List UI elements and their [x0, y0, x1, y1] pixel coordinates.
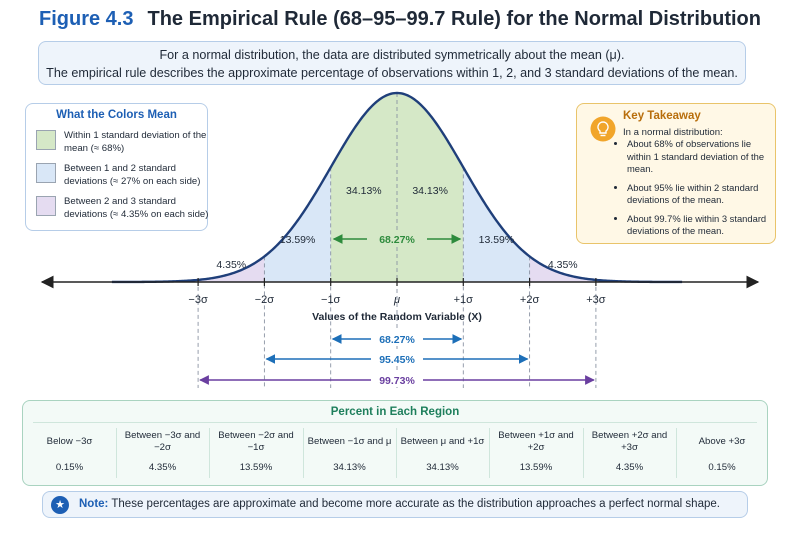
region-col-minus-2-to-minus-1: Between −2σ and −1σ 13.59%	[209, 424, 303, 484]
region-col-plus-2-to-plus-3: Between +2σ and +3σ 4.35%	[583, 424, 676, 484]
region-col-minus-1-to-mean: Between −1σ and μ 34.13%	[303, 424, 396, 484]
x-axis-label: Values of the Random Variable (X)	[312, 311, 482, 323]
intro-line-1: For a normal distribution, the data are …	[159, 48, 625, 62]
legend-swatch-green	[36, 130, 56, 150]
region-label: Below −3σ	[46, 436, 93, 447]
region-value: 0.15%	[708, 462, 736, 473]
region-label: Between μ and +1σ	[400, 436, 485, 447]
legend-item-text: Between 2 and 3 standard deviations (≈ 4…	[64, 196, 209, 220]
normal-distribution-chart: −3σ −2σ −1σ μ +1σ +2σ +3σ Values of the Random…	[40, 91, 760, 388]
region-percent-label: 34.13%	[412, 185, 448, 197]
legend-title: What the Colors Mean	[56, 109, 177, 121]
intro-line-2: The empirical rule describes the approxi…	[46, 66, 738, 80]
legend-item-text: Between 1 and 2 standard deviations (≈ 2…	[64, 163, 201, 187]
region-label: Between −3σ and −2σ	[124, 430, 201, 453]
region-table-title: Percent in Each Region	[330, 406, 460, 418]
region-percent-label: 13.59%	[479, 234, 515, 246]
region-value: 34.13%	[333, 462, 366, 473]
x-tick-label: −1σ	[321, 294, 341, 306]
inner-span-label: 68.27%	[379, 234, 415, 246]
star-icon: ★	[51, 496, 69, 514]
takeaway-bullet: About 68% of observations lie within 1 s…	[627, 138, 772, 176]
region-col-mean-to-plus-1: Between μ and +1σ 34.13%	[396, 424, 489, 484]
region-col-minus-3-to-minus-2: Between −3σ and −2σ 4.35%	[116, 424, 209, 484]
note-label: Note:	[79, 498, 109, 510]
note-text: Note: These percentages are approximate …	[79, 498, 720, 510]
region-value: 4.35%	[615, 462, 644, 473]
takeaway-title: Key Takeaway	[623, 110, 701, 122]
lightbulb-icon	[590, 116, 616, 142]
span-label: 95.45%	[379, 354, 415, 366]
figure-title-text: The Empirical Rule (68–95–99.7 Rule) for…	[147, 8, 761, 30]
x-tick-label: μ	[393, 294, 400, 306]
region-separator	[209, 428, 210, 478]
takeaway-bullet: About 95% lie within 2 standard deviatio…	[627, 182, 772, 207]
legend-swatch-blue	[36, 163, 56, 183]
region-label: Above +3σ	[698, 436, 746, 447]
region-label: Between +1σ and +2σ	[498, 430, 574, 453]
x-tick-label: −2σ	[255, 294, 275, 306]
region-col-plus-1-to-plus-2: Between +1σ and +2σ 13.59%	[489, 424, 583, 484]
legend-swatch-purple	[36, 196, 56, 216]
region-value: 34.13%	[426, 462, 459, 473]
percent-region-table: Percent in Each Region Below −3σ 0.15% Be…	[22, 400, 768, 486]
span-label: 68.27%	[379, 334, 415, 346]
region-separator	[489, 428, 490, 478]
region-col-above-plus-3sd: Above +3σ 0.15%	[676, 424, 768, 484]
span-label-bg	[371, 372, 423, 387]
note-box: ★ Note: These percentages are approximat…	[42, 491, 748, 518]
region-label: Between −1σ and μ	[307, 436, 392, 447]
region-col-below-minus-3sd: Below −3σ 0.15%	[23, 424, 116, 484]
region-separator	[303, 428, 304, 478]
region-separator	[583, 428, 584, 478]
region-separator	[676, 428, 677, 478]
region-percent-label: 4.35%	[548, 259, 578, 271]
region-value: 0.15%	[55, 462, 84, 473]
region-value: 13.59%	[239, 462, 273, 473]
key-takeaway-box: Key Takeaway In a normal distribution: A…	[576, 103, 776, 244]
region-separator	[396, 428, 397, 478]
takeaway-list: About 68% of observations lie within 1 s…	[613, 138, 772, 244]
region-separator	[116, 428, 117, 478]
region-value: 13.59%	[519, 462, 553, 473]
region-table-divider	[33, 422, 757, 423]
legend-item-text: Within 1 standard deviation of the mean …	[64, 130, 207, 154]
note-body: These percentages are approximate and be…	[111, 498, 720, 510]
region-percent-label: 4.35%	[216, 259, 246, 271]
inner-span-label-bg	[367, 231, 427, 247]
span-label-bg	[371, 351, 423, 366]
figure-label: Figure 4.3	[39, 8, 134, 30]
span-label: 99.73%	[379, 375, 415, 387]
region-percent-label: 34.13%	[346, 185, 382, 197]
figure-title: Figure 4.3 The Empirical Rule (68–95–99.7…	[0, 8, 800, 31]
takeaway-intro: In a normal distribution:	[623, 127, 723, 138]
takeaway-bullet: About 99.7% lie within 3 standard deviat…	[627, 213, 772, 238]
x-tick-label: +3σ	[586, 294, 606, 306]
color-legend: What the Colors Mean Within 1 standard d…	[25, 103, 208, 231]
region-value: 4.35%	[148, 462, 177, 473]
x-tick-label: +2σ	[520, 294, 540, 306]
x-tick-label: −3σ	[188, 294, 208, 306]
x-tick-label: +1σ	[454, 294, 474, 306]
intro-box: For a normal distribution, the data are …	[38, 41, 746, 85]
region-label: Between −2σ and −1σ	[218, 430, 294, 453]
span-label-bg	[371, 331, 423, 346]
region-percent-label: 13.59%	[280, 234, 316, 246]
region-label: Between +2σ and +3σ	[591, 430, 668, 453]
